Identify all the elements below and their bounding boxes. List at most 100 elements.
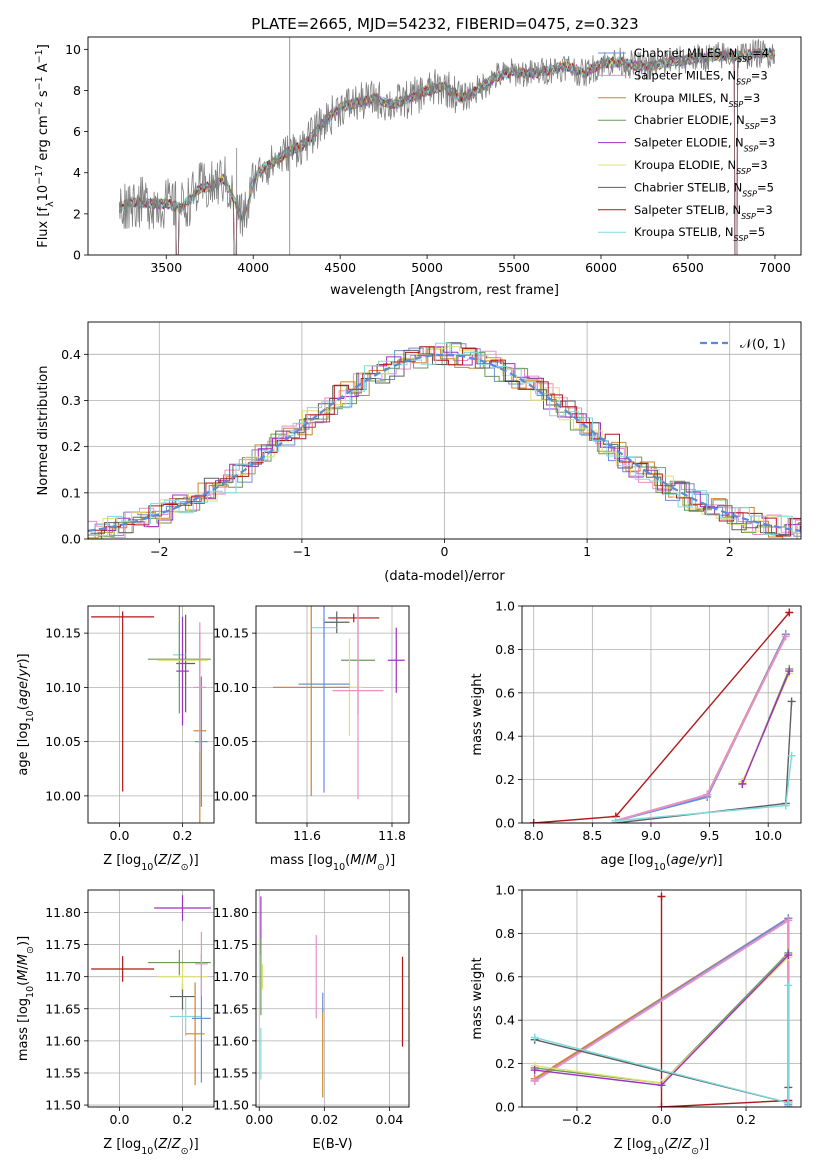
chart-mass_vs_ebv: 0.00 0.02 0.04 11.50 11.55 11.60 11.65 11.70 11.… bbox=[213, 889, 410, 1152]
y-tick-label: 4 bbox=[73, 165, 81, 180]
y-tick-label: 10.00 bbox=[45, 788, 81, 803]
axes: −2 −1 0 1 2 0.0 0.1 0.2 0.3 0.4 bbox=[61, 347, 734, 559]
y-tick-label: 11.75 bbox=[213, 937, 249, 952]
x-tick-label: 0.04 bbox=[376, 1112, 404, 1127]
axes-frame bbox=[255, 605, 410, 824]
residual-histogram bbox=[93, 342, 801, 536]
weight-series-line bbox=[615, 633, 787, 822]
weight-marker bbox=[781, 632, 790, 641]
y-tick-label: 0.8 bbox=[495, 642, 515, 657]
weight-marker bbox=[530, 1066, 539, 1075]
gridlines bbox=[88, 606, 214, 823]
weight-marker bbox=[657, 892, 666, 901]
x-tick-label: 0.0 bbox=[110, 828, 130, 843]
x-tick-label: 10.0 bbox=[754, 828, 782, 843]
y-tick-label: 11.55 bbox=[45, 1065, 81, 1080]
chart-residuals: −2 −1 0 1 2 0.0 0.1 0.2 0.3 0.4 𝒩(0, 1) (data-model… bbox=[36, 321, 802, 584]
x-tick-label: 6000 bbox=[585, 260, 617, 275]
x-axis-label: age [log10(age/yr)] bbox=[600, 853, 722, 873]
y-tick-label: 0.0 bbox=[495, 816, 515, 831]
y-tick-label: 0.2 bbox=[61, 439, 81, 454]
x-tick-label: 8.5 bbox=[582, 828, 602, 843]
x-tick-label: 5500 bbox=[498, 260, 530, 275]
x-tick-label: 0.2 bbox=[173, 1112, 193, 1127]
weight-marker bbox=[785, 667, 794, 676]
axes-frame bbox=[521, 889, 802, 1108]
legend-label: Salpeter STELIB, NSSP=3 bbox=[634, 203, 773, 221]
weight-marker bbox=[703, 790, 712, 799]
x-tick-label: 1 bbox=[583, 544, 591, 559]
x-axis-label: Z [log10(Z/Z⊙)] bbox=[614, 1137, 709, 1157]
axes-frame bbox=[87, 889, 215, 1108]
y-tick-label: 6 bbox=[73, 124, 81, 139]
weight-marker bbox=[657, 1103, 666, 1107]
y-axis-label: mass weight bbox=[470, 673, 485, 755]
legend-label: 𝒩(0, 1) bbox=[740, 336, 786, 351]
x-axis-label: wavelength [Angstrom, rest frame] bbox=[330, 283, 559, 298]
residual-histogram bbox=[88, 343, 801, 539]
weight-series-line bbox=[533, 612, 790, 823]
y-tick-label: 11.60 bbox=[45, 1033, 81, 1048]
y-tick-label: 10.15 bbox=[45, 626, 81, 641]
x-axis-label: E(B-V) bbox=[312, 1137, 352, 1152]
x-tick-label: 0.0 bbox=[110, 1112, 130, 1127]
plot-area bbox=[529, 608, 796, 823]
y-tick-label: 1.0 bbox=[495, 599, 515, 614]
weight-series-line bbox=[615, 635, 787, 822]
y-tick-label: 11.65 bbox=[45, 1001, 81, 1016]
weight-marker bbox=[784, 916, 793, 925]
legend-label: Kroupa ELODIE, NSSP=3 bbox=[634, 158, 768, 176]
weight-marker bbox=[611, 816, 620, 823]
gridlines bbox=[256, 890, 409, 1107]
figure-title: PLATE=2665, MJD=54232, FIBERID=0475, z=0… bbox=[251, 15, 638, 33]
y-tick-label: 10.10 bbox=[45, 680, 81, 695]
plot-area bbox=[118, 37, 776, 255]
y-tick-label: 0.3 bbox=[61, 393, 81, 408]
y-tick-label: 11.55 bbox=[213, 1065, 249, 1080]
y-tick-label: 10.05 bbox=[213, 734, 249, 749]
gridlines bbox=[522, 605, 801, 824]
residual-histogram bbox=[88, 348, 801, 538]
axes: −0.2 0.0 0.2 0.0 0.2 0.4 0.6 0.8 1.0 bbox=[495, 883, 756, 1128]
x-axis-label: Z [log10(Z/Z⊙)] bbox=[103, 853, 198, 873]
legend-label: Salpeter MILES, NSSP=3 bbox=[634, 68, 768, 86]
y-tick-label: 2 bbox=[73, 206, 81, 221]
x-tick-label: 8.0 bbox=[524, 828, 544, 843]
x-tick-label: 3500 bbox=[150, 260, 182, 275]
weight-series-line bbox=[615, 633, 787, 822]
axes: 11.6 11.8 10.00 10.05 10.10 10.15 bbox=[213, 626, 406, 843]
weight-marker bbox=[530, 1033, 539, 1042]
x-tick-label: 0.02 bbox=[310, 1112, 338, 1127]
axes-frame bbox=[521, 605, 802, 824]
x-tick-label: 11.8 bbox=[378, 828, 406, 843]
y-tick-label: 11.50 bbox=[45, 1098, 81, 1113]
x-tick-label: −2 bbox=[150, 544, 168, 559]
x-tick-label: 0.0 bbox=[652, 1112, 672, 1127]
weight-marker bbox=[787, 697, 796, 706]
chart-mass_vs_Z: 0.0 0.2 11.50 11.55 11.60 11.65 11.70 11.75 11.8… bbox=[16, 889, 215, 1157]
plot-area bbox=[260, 896, 404, 1098]
weight-marker bbox=[781, 801, 790, 810]
gridlines bbox=[256, 606, 409, 823]
x-tick-label: 0 bbox=[441, 544, 449, 559]
weight-marker bbox=[529, 819, 538, 823]
y-tick-label: 0.6 bbox=[495, 685, 515, 700]
y-tick-label: 10.10 bbox=[213, 680, 249, 695]
y-tick-label: 11.80 bbox=[213, 905, 249, 920]
axes: 8.0 8.5 9.0 9.5 10.0 0.0 0.2 0.4 0.6 0.8 1.0 bbox=[495, 599, 782, 844]
y-tick-label: 11.65 bbox=[213, 1001, 249, 1016]
y-axis-label: mass [log10(M/M⊙)] bbox=[16, 936, 36, 1061]
legend-label: Chabrier MILES, NSSP=4 bbox=[634, 46, 769, 64]
weight-marker bbox=[784, 981, 793, 990]
x-tick-label: −0.2 bbox=[562, 1112, 592, 1127]
x-tick-label: 7000 bbox=[759, 260, 791, 275]
chart-age_vs_Z: 0.0 0.2 10.00 10.05 10.10 10.15 Z [log10(Z/Z⊙)… bbox=[16, 605, 215, 873]
x-tick-label: 5000 bbox=[411, 260, 443, 275]
y-tick-label: 0.0 bbox=[61, 532, 81, 547]
axes: 0.0 0.2 11.50 11.55 11.60 11.65 11.70 11.75 11.8… bbox=[45, 905, 192, 1127]
legend-label: Chabrier ELODIE, NSSP=3 bbox=[634, 113, 776, 131]
axes: 0.00 0.02 0.04 11.50 11.55 11.60 11.65 11.70 11.… bbox=[213, 905, 403, 1127]
plot-area bbox=[91, 606, 211, 823]
plot-area bbox=[273, 606, 405, 800]
